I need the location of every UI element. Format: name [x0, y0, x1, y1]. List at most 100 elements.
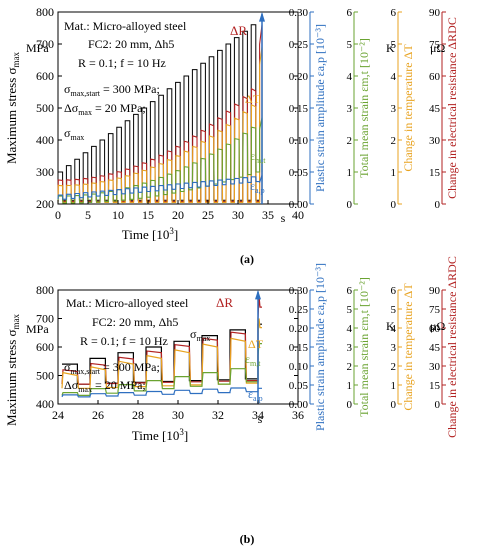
panel-a-right-axis-label: Plastic strain amplitude εa,p [10⁻³] [313, 24, 327, 192]
panel-a-right-axis-tick-label: 1 [391, 167, 397, 179]
panel-b-right-axis-tick-label: 0.05 [289, 380, 309, 392]
panel-b-right-axis-tick-label: 4 [391, 323, 397, 335]
panel-a-right-axis-tick-label: 30 [429, 135, 441, 147]
panel-a-x-tick-label: 0 [55, 208, 61, 222]
panel-a-right-axis-tick-label: 6 [347, 7, 353, 19]
panel-b-label-delta-r: ΔR [216, 295, 233, 310]
panel-a-right-axis-tick-label: 0.20 [289, 71, 309, 83]
panel-a-right-axis-tick-label: 3 [347, 103, 353, 115]
panel-b-right-axis-tick-label: 0.30 [289, 285, 309, 297]
panel-a-right-axis-tick-label: 0.15 [289, 103, 309, 115]
panel-a-annotation-loading: R = 0.1; f = 10 Hz [78, 56, 166, 70]
panel-a-x-tick-label: 35 [262, 208, 274, 222]
panel-b-x-tick-label: 36 [292, 408, 304, 422]
panel-b-series-mean-strain [61, 343, 262, 396]
panel-b-right-axis-label: Total mean strain εm,t [10⁻²] [357, 277, 371, 417]
panel-b-series-sigma-max [62, 323, 262, 385]
panel-b-annotation-start-stress: σmax,start = 300 MPa; [64, 360, 160, 376]
panel-b-y-tick-label: 600 [36, 340, 54, 354]
panel-b-x-tick-label: 24 [52, 408, 64, 422]
panel-a-label-delta-r: ΔR [230, 23, 247, 38]
panel-a-right-axis-tick-label: 0.05 [289, 167, 309, 179]
panel-a-annotation-specimen: FC2: 20 mm, Δh5 [88, 37, 174, 51]
panel-a-y-tick-label: 500 [36, 101, 54, 115]
panel-a-annotation-step: Δσmax = 20 MPa; [64, 101, 146, 117]
panel-b-right-axis-tick-label: 0.25 [289, 304, 309, 316]
panel-a-right-axis-tick-label: 1 [347, 167, 353, 179]
panel-a-right-axis-tick-label: 0.30 [289, 7, 309, 19]
panel-a-label-mean-strain: εm,t [250, 149, 266, 165]
panel-b-right-axis-tick-label: 60 [429, 323, 441, 335]
panel-a-right-axis-tick-label: 5 [391, 39, 397, 51]
panel-a-series-mean-strain [57, 117, 263, 204]
panel-b-right-axis-tick-label: 0.00 [289, 399, 309, 411]
panel-a-right-axis-tick-label: 4 [391, 71, 397, 83]
panel-a-right-axis-tick-label: 5 [347, 39, 353, 51]
panel-a-right-axis-label: Total mean strain εm,t [10⁻²] [357, 38, 371, 178]
panel-a-right-axis-tick-label: 15 [429, 167, 441, 179]
panel-a-y-tick-label: 300 [36, 165, 54, 179]
panel-a-x-tick-label: 30 [232, 208, 244, 222]
panel-a-right-axis-tick-label: 0 [435, 199, 441, 211]
panel-a-right-axis-tick-label: 2 [391, 135, 397, 147]
panel-b-right-axis-tick-label: 0 [347, 399, 353, 411]
panel-b-label-mean-strain: εm,t [245, 352, 261, 368]
panel-b-right-axis-tick-label: 0 [391, 399, 397, 411]
panel-b-right-axis-tick-label: 4 [347, 323, 353, 335]
panel-b-right-axis-tick-label: 2 [347, 361, 353, 373]
panel-b-right-axis-tick-label: 0.20 [289, 323, 309, 335]
panel-a-failure-arrowhead [259, 12, 265, 22]
panel-a-y-tick-label: 800 [36, 5, 54, 19]
panel-b-right-axis-tick-label: 0.10 [289, 361, 309, 373]
panel-b-left-axis-label: Maximum stress σmax [4, 313, 21, 426]
panel-a-right-axis-tick-label: 2 [347, 135, 353, 147]
panel-a-right-axis-tick-label: 0.10 [289, 135, 309, 147]
panel-a-right-axis-tick-label: 0.25 [289, 39, 309, 51]
panel-b-right-axis-tick-label: 45 [429, 342, 441, 354]
panel-a-x-tick-label: 40 [292, 208, 304, 222]
panel-a-y-tick-label: 700 [36, 37, 54, 51]
panel-a-x-axis-label: Time [103] [122, 226, 178, 242]
panel-b-right-axis-tick-label: 75 [429, 304, 441, 316]
panel-b-annotation-step: Δσmax = 20 MPa; [64, 378, 146, 394]
panel-b-label-plastic-strain: εa,p [248, 387, 263, 403]
panel-b-x-tick-label: 28 [132, 408, 144, 422]
panel-b-right-axis-tick-label: 1 [391, 380, 397, 392]
panel-b-annotation-material: Mat.: Micro-alloyed steel [66, 296, 189, 310]
panel-b-right-axis-tick-label: 5 [347, 304, 353, 316]
panel-b-annotation-box: Mat.: Micro-alloyed steel FC2: 20 mm, Δh… [64, 296, 189, 394]
panel-b-right-axis-tick-label: 3 [391, 342, 397, 354]
panel-a-right-axis-label: Change in temperature ΔT [401, 44, 415, 172]
panel-a-label-sigma-max: σmax [64, 126, 84, 142]
panel-b-y-tick-label: 500 [36, 369, 54, 383]
panel-a-x-tick-label: 5 [85, 208, 91, 222]
panel-a-label-delta-t: ΔT [245, 92, 261, 106]
panel-b-x-tick-label: 26 [92, 408, 104, 422]
panel-a-right-axis-tick-label: 0 [347, 199, 353, 211]
panel-b-failure-arrowhead [255, 290, 261, 300]
panel-b-label-sigma-max: σmax [190, 327, 210, 343]
panel-a-x-tick-label: 15 [142, 208, 154, 222]
panel-b-x-tick-label: 30 [172, 408, 184, 422]
panel-b-right-axis-tick-label: 6 [347, 285, 353, 297]
panel-a-right-axis-tick-label: 0 [391, 199, 397, 211]
panel-b-caption: (b) [240, 532, 255, 546]
panel-b-right-axis-tick-label: 15 [429, 380, 441, 392]
panel-b-right-axis-tick-label: 6 [391, 285, 397, 297]
panel-a-annotation-material: Mat.: Micro-alloyed steel [64, 19, 187, 33]
panel-a-right-axis-tick-label: 90 [429, 7, 441, 19]
panel-a-right-axis-unit: K [386, 41, 395, 55]
panel-a-annotation-start-stress: σmax,start = 300 MPa; [64, 82, 160, 98]
panel-b-x-axis-label: Time [103] [132, 427, 188, 443]
panel-b-right-axis-tick-label: 30 [429, 361, 441, 373]
panel-b-right-axis-tick-label: 2 [391, 361, 397, 373]
panel-b-annotation-loading: R = 0.1; f = 10 Hz [80, 334, 168, 348]
panel-b-label-delta-t: ΔT [248, 337, 264, 351]
panel-b-right-axis-tick-label: 0.15 [289, 342, 309, 354]
panel-b-y-tick-label: 400 [36, 397, 54, 411]
panel-a-left-axis-unit: MPa [26, 41, 49, 55]
panel-a-caption: (a) [240, 252, 254, 266]
panel-a-left-axis-label: Maximum stress σmax [4, 51, 21, 164]
